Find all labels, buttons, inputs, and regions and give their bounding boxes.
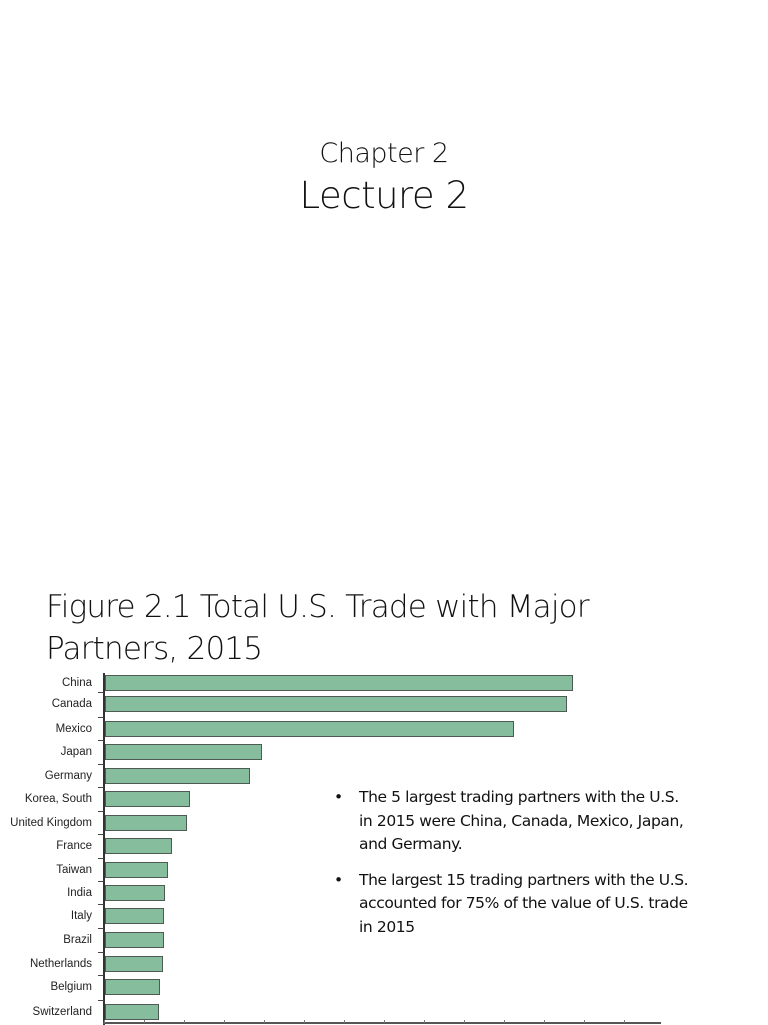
x-axis [103,1022,661,1024]
bar [105,956,163,972]
bar [105,1004,159,1020]
bar [105,979,160,995]
y-tick [98,881,104,882]
bar [105,696,567,712]
x-tick [584,1020,585,1023]
category-label: Netherlands [29,958,92,970]
chapter-heading: Chapter 2 [319,138,449,169]
y-tick [98,1000,104,1001]
x-tick [144,1020,145,1023]
y-tick [98,858,104,859]
category-label: Italy [70,910,92,922]
category-label: United Kingdom [10,817,92,829]
bar [105,932,164,948]
y-tick [98,928,104,929]
category-label: Taiwan [56,864,92,876]
x-tick [624,1020,625,1023]
bar [105,721,514,737]
y-tick [98,904,104,905]
bar [105,791,190,807]
y-tick [98,740,104,741]
bullet-text: The largest 15 trading partners with the… [359,870,689,936]
category-label: Belgium [50,981,92,993]
bar [105,908,164,924]
bar [105,675,573,691]
x-tick [344,1020,345,1023]
x-tick [504,1020,505,1023]
y-tick [98,834,104,835]
bullet-item: • The largest 15 trading partners with t… [330,869,690,940]
category-label: France [56,840,92,852]
bullet-text: The 5 largest trading partners with the … [359,788,684,853]
lecture-heading: Lecture 2 [299,174,470,217]
category-label: Germany [44,770,92,782]
bar [105,768,250,784]
x-tick [464,1020,465,1023]
x-tick [424,1020,425,1023]
category-label: Canada [51,698,92,710]
x-tick [184,1020,185,1023]
category-label: Mexico [55,723,92,735]
bullet-icon: • [334,788,343,806]
bar [105,744,262,760]
y-tick [98,764,104,765]
category-label: Brazil [63,934,92,946]
bullet-list: • The 5 largest trading partners with th… [330,786,690,951]
bullet-item: • The 5 largest trading partners with th… [330,786,690,857]
bar [105,885,165,901]
x-tick [264,1020,265,1023]
category-label: Japan [60,746,92,758]
y-axis [103,673,105,1025]
bullet-icon: • [334,870,343,889]
y-tick [98,811,104,812]
bar [105,862,168,878]
x-tick [104,1020,105,1023]
trade-partners-bar-chart: China Canada Mexico Japan Germany Korea, Sout… [0,668,768,1025]
x-tick [224,1020,225,1023]
y-tick [98,787,104,788]
category-label: China [61,677,92,689]
category-label: Switzerland [32,1006,92,1018]
bar [105,815,187,831]
category-label: Korea, South [24,793,92,805]
y-tick [98,692,104,693]
bar [105,838,172,854]
x-tick [544,1020,545,1023]
x-tick [384,1020,385,1023]
figure-title: Figure 2.1 Total U.S. Trade with Major P… [46,589,590,667]
y-tick [98,717,104,718]
y-tick [98,952,104,953]
y-tick [98,975,104,976]
x-tick [304,1020,305,1023]
category-label: India [67,887,92,899]
